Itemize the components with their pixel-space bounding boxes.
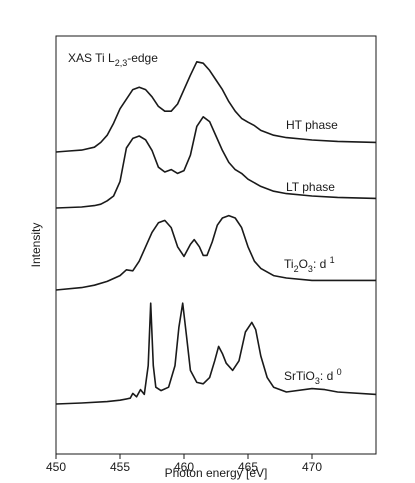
series-label-2: LT phase bbox=[286, 180, 335, 194]
plot-frame bbox=[55, 35, 377, 455]
x-tick-label: 460 bbox=[174, 460, 194, 474]
edge-annotation: XAS Ti L2,3-edge bbox=[68, 51, 158, 68]
x-ticks: 450 455 460 465 470 bbox=[46, 454, 322, 474]
x-tick-label: 450 bbox=[46, 460, 66, 474]
y-axis-label: Intensity bbox=[29, 223, 43, 268]
series-line-1 bbox=[55, 61, 377, 153]
series-label-3: Ti2O3: d 1 bbox=[284, 255, 335, 274]
series-line-4 bbox=[55, 302, 377, 405]
x-tick-label: 470 bbox=[302, 460, 322, 474]
series-layer bbox=[55, 61, 377, 405]
x-axis-label: Photon energy [eV] bbox=[165, 466, 268, 480]
series-label-4: SrTiO3: d 0 bbox=[284, 367, 342, 386]
series-labels: HT phase LT phase Ti2O3: d 1 SrTiO3: d 0 bbox=[284, 118, 342, 386]
x-tick-label: 455 bbox=[110, 460, 130, 474]
series-line-3 bbox=[55, 214, 376, 291]
series-label-1: HT phase bbox=[286, 118, 338, 132]
series-line-2 bbox=[55, 116, 377, 209]
x-tick-label: 465 bbox=[238, 460, 258, 474]
